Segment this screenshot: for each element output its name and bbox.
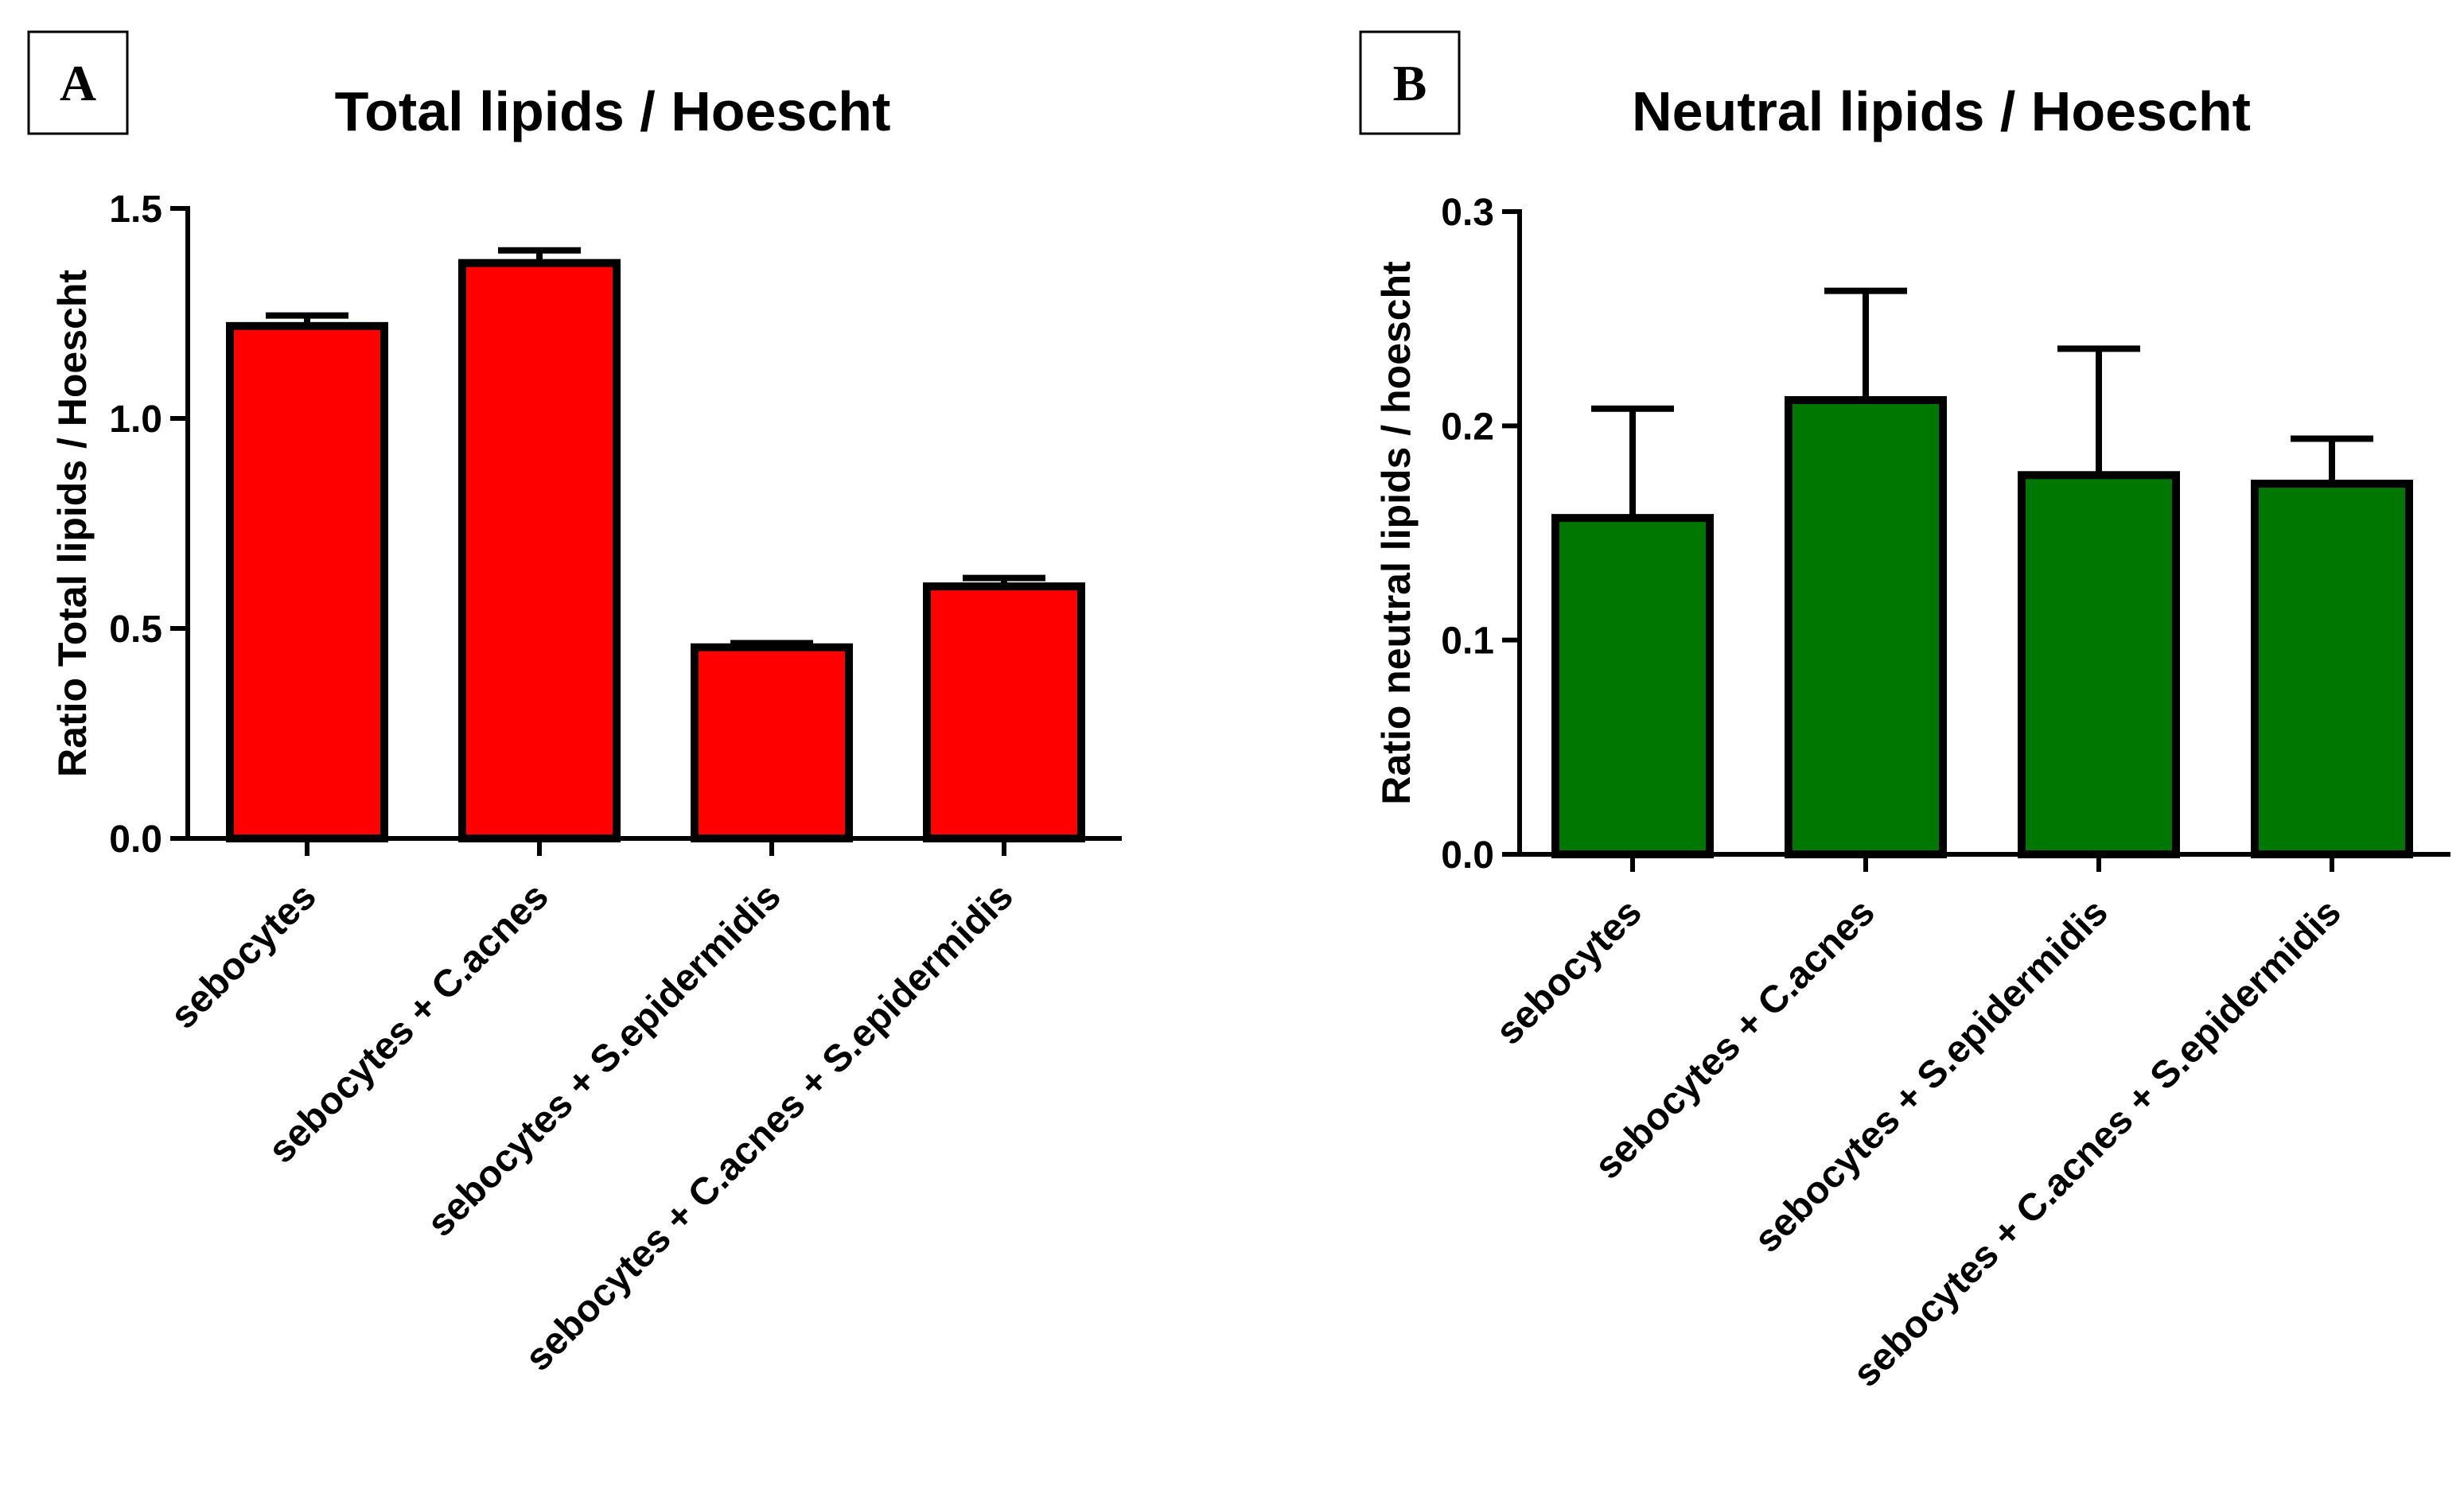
x-tick-label: sebocytes + C.acnes + S.epidermidis <box>1845 891 2349 1395</box>
bar <box>1785 396 1947 859</box>
bar <box>458 259 621 842</box>
panel-label: B <box>1393 55 1427 111</box>
bar <box>1551 514 1714 858</box>
y-tick-label: 1.0 <box>109 399 162 441</box>
y-tick-label: 0.2 <box>1441 406 1494 448</box>
chart-title: Neutral lipids / Hoescht <box>1632 80 2251 142</box>
y-tick-label: 0.3 <box>1441 192 1494 234</box>
panel-label: A <box>60 55 96 111</box>
panel-label-box <box>1359 30 1461 135</box>
y-axis-label: Ratio neutral lipids / hoescht <box>1374 261 1419 805</box>
x-tick-label: sebocytes <box>1488 891 1650 1053</box>
chart-title: Total lipids / Hoescht <box>335 80 891 142</box>
bar <box>2251 480 2413 858</box>
y-axis-label: Ratio Total lipids / Hoescht <box>50 270 95 777</box>
bar <box>691 643 853 843</box>
y-tick-label: 0.0 <box>1441 834 1494 877</box>
y-tick-label: 0.0 <box>109 819 162 861</box>
x-tick-label: sebocytes + C.acnes + S.epidermidis <box>517 875 1022 1379</box>
panel-label-box <box>27 30 129 135</box>
y-tick-label: 0.5 <box>109 609 162 651</box>
bar <box>226 321 388 842</box>
x-tick-label: sebocytes <box>162 875 325 1037</box>
bar <box>2018 471 2180 859</box>
y-tick-label: 0.1 <box>1441 620 1494 663</box>
bar <box>923 582 1085 842</box>
y-tick-label: 1.5 <box>109 189 162 231</box>
